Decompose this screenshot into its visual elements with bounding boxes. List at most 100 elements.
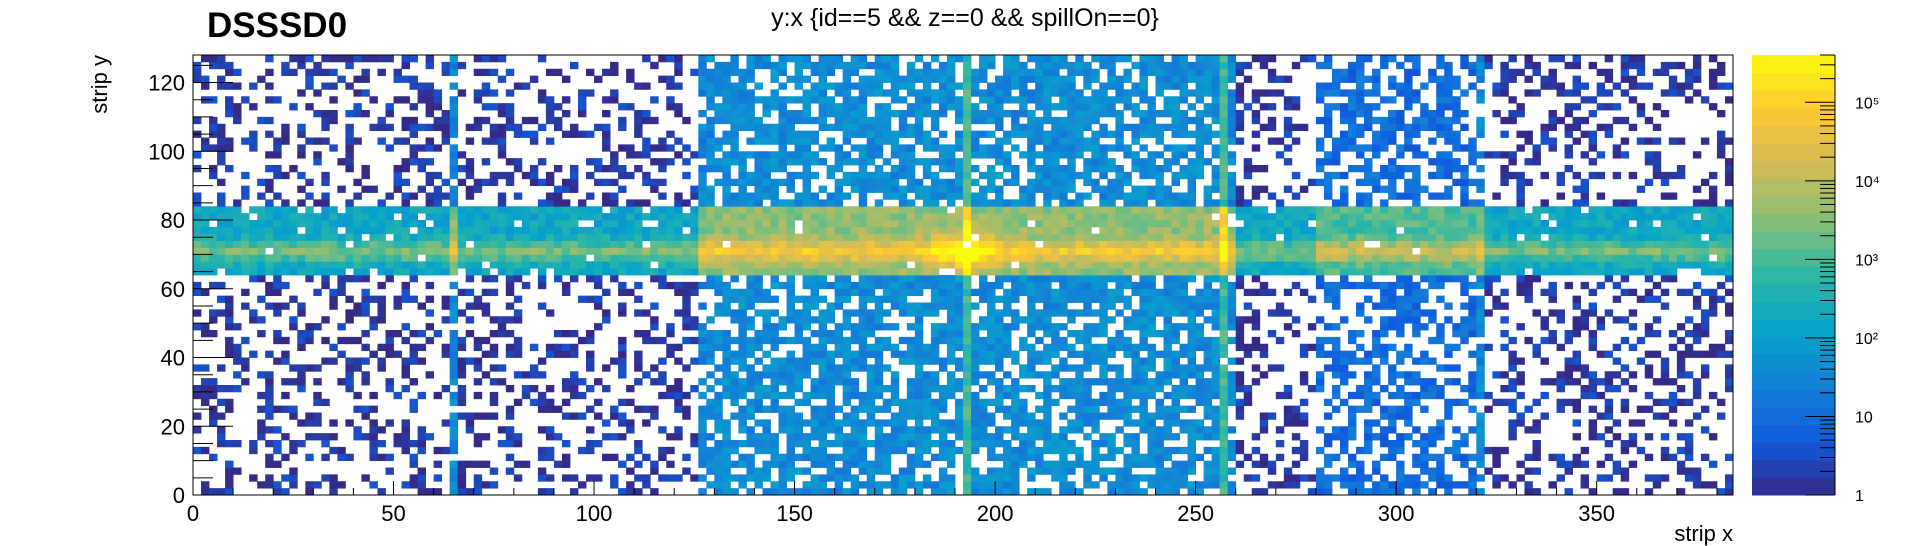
heatmap-cell [297,247,306,255]
heatmap-cell [946,55,956,63]
heatmap-cell [1043,220,1052,228]
heatmap-cell [938,254,948,262]
heatmap-cell [457,288,467,297]
heatmap-cell [730,268,739,276]
heatmap-cell [561,213,571,221]
heatmap-cell [995,213,1004,221]
heatmap-cell [409,220,418,228]
heatmap-cell [321,171,330,180]
heatmap-cell [842,151,852,159]
heatmap-cell [1155,288,1164,297]
heatmap-cell [1203,103,1213,111]
heatmap-cell [201,385,210,393]
heatmap-cell [770,61,779,70]
heatmap-cell [898,488,908,496]
heatmap-cell [1003,302,1012,310]
heatmap-cell [602,261,611,269]
heatmap-cell [738,412,747,420]
heatmap-cell [602,96,611,104]
heatmap-cell [289,481,298,489]
heatmap-cell [979,336,988,345]
heatmap-cell [906,254,916,262]
heatmap-cell [906,302,916,310]
heatmap-cell [882,178,892,187]
heatmap-cell [265,371,274,379]
heatmap-cell [738,206,747,214]
heatmap-cell [810,116,820,125]
heatmap-cell [882,433,892,441]
heatmap-cell [193,254,202,262]
heatmap-cell [882,467,892,475]
heatmap-cell [987,371,996,379]
heatmap-cell [971,302,980,310]
heatmap-cell [842,192,852,200]
heatmap-cell [914,275,924,283]
heatmap-cell [866,488,876,496]
heatmap-cell [297,123,306,132]
heatmap-cell [1043,281,1052,290]
heatmap-cell [449,82,459,90]
heatmap-cell [537,213,547,221]
heatmap-cell [473,185,483,193]
heatmap-cell [979,192,988,200]
heatmap-cell [971,254,980,262]
heatmap-cell [914,192,924,200]
heatmap-cell [1179,281,1188,290]
heatmap-cell [946,343,956,352]
heatmap-cell [1163,213,1172,221]
heatmap-cell [337,268,346,276]
heatmap-cell [489,330,499,338]
heatmap-cell [963,206,972,214]
heatmap-cell [1011,206,1020,214]
heatmap-cell [1115,288,1124,297]
heatmap-cell [1075,171,1084,180]
heatmap-cell [658,192,667,200]
heatmap-cell [385,268,394,276]
heatmap-cell [995,103,1004,111]
heatmap-cell [1115,220,1124,228]
heatmap-cell [698,178,707,187]
heatmap-cell [818,123,828,132]
heatmap-cell [738,426,747,434]
heatmap-cell [586,89,595,97]
heatmap-cell [537,96,547,104]
heatmap-cell [481,240,491,248]
heatmap-cell [521,82,531,90]
heatmap-cell [201,206,210,214]
heatmap-cell [610,433,619,441]
heatmap-cell [457,220,467,228]
heatmap-cell [569,350,579,358]
heatmap-cell [321,453,330,462]
heatmap-cell [698,123,707,132]
heatmap-cell [1107,467,1116,475]
heatmap-cell [778,116,787,125]
heatmap-cell [433,192,443,200]
heatmap-cell [505,116,515,125]
heatmap-cell [826,55,836,63]
heatmap-cell [650,233,659,242]
heatmap-cell [714,488,723,496]
heatmap-cell [794,240,803,248]
heatmap-cell [481,481,491,489]
heatmap-cell [714,116,723,125]
heatmap-cell [979,89,988,97]
heatmap-cell [586,261,595,269]
heatmap-cell [417,185,426,193]
heatmap-cell [674,261,683,269]
heatmap-cell [762,96,771,104]
heatmap-cell [393,433,402,441]
heatmap-cell [818,453,828,462]
heatmap-cell [1059,116,1068,125]
heatmap-cell [826,281,836,290]
heatmap-cell [1083,419,1092,427]
heatmap-cell [730,275,739,283]
heatmap-cell [642,55,651,63]
heatmap-cell [1107,158,1116,166]
heatmap-cell [842,254,852,262]
heatmap-cell [746,261,755,269]
heatmap-cell [786,440,795,448]
heatmap-cell [273,302,282,310]
heatmap-cell [1027,123,1036,132]
heatmap-cell [1083,233,1092,242]
heatmap-cell [361,302,370,310]
